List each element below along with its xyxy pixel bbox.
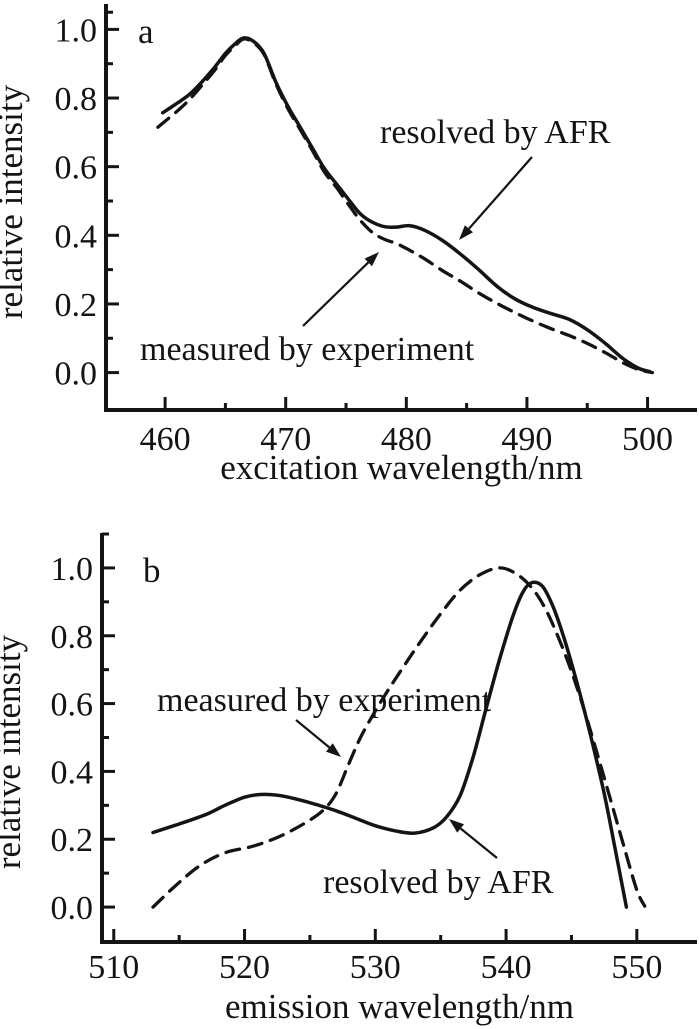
y-tick-label: 0.0 <box>51 890 94 927</box>
y-tick-label: 0.6 <box>51 687 94 724</box>
y-tick-label: 0.6 <box>55 150 98 187</box>
annotation-label: measured by experiment <box>157 682 492 719</box>
x-tick-label: 460 <box>140 421 191 458</box>
annotation-arrow-line <box>302 261 370 327</box>
y-tick-label: 0.8 <box>51 619 94 656</box>
series-line-resolved-by-AFR <box>160 36 652 374</box>
series-line-measured-by-experiment <box>156 37 655 375</box>
x-axis-title: emission wavelength/nm <box>225 987 574 1026</box>
annotation-arrow-line <box>459 827 498 859</box>
x-tick-label: 550 <box>611 949 662 986</box>
annotation-label: resolved by AFR <box>380 114 611 151</box>
excitation-spectrum-chart: 460 470 480 490 500 0.0 0.2 0.4 0.6 0.8 1.0 excitat… <box>0 4 697 487</box>
series-line-measured-by-experiment <box>151 566 647 909</box>
annotation-label: resolved by AFR <box>323 864 554 901</box>
y-tick-label: 1.0 <box>55 12 98 49</box>
x-tick-label: 510 <box>88 949 139 986</box>
annotation-arrowhead <box>449 819 464 833</box>
y-tick-label: 0.8 <box>55 81 98 118</box>
x-tick-label: 480 <box>381 421 432 458</box>
series-line-resolved-by-AFR <box>151 580 629 909</box>
x-tick-label: 470 <box>260 421 311 458</box>
annotation-arrow-line <box>295 719 331 749</box>
panel-letter: a <box>138 12 154 51</box>
y-tick-label: 0.2 <box>51 822 94 859</box>
x-tick-label: 520 <box>219 949 270 986</box>
x-tick-label: 490 <box>501 421 552 458</box>
y-tick-label: 0.0 <box>55 356 98 393</box>
annotation-arrow-line <box>468 156 533 230</box>
annotation-label: measured by experiment <box>140 331 475 368</box>
y-tick-label: 1.0 <box>51 551 94 588</box>
x-axis-title: excitation wavelength/nm <box>220 448 583 487</box>
panel-letter: b <box>143 551 161 590</box>
annotation-arrowhead <box>459 225 473 240</box>
y-tick-label: 0.4 <box>51 754 94 791</box>
annotation-arrowhead <box>364 252 379 267</box>
y-tick-label: 0.2 <box>55 287 98 324</box>
emission-spectrum-chart: 510 520 530 540 550 0.0 0.2 0.4 0.6 0.8 1.0 emissio… <box>0 532 697 1026</box>
y-axis-title: relative intensity <box>0 84 30 319</box>
x-tick-label: 500 <box>622 421 673 458</box>
y-axis-title: relative intensity <box>0 634 28 869</box>
x-tick-label: 530 <box>350 949 401 986</box>
x-tick-label: 540 <box>481 949 532 986</box>
y-tick-label: 0.4 <box>55 218 98 255</box>
annotation-arrowhead <box>326 743 341 757</box>
